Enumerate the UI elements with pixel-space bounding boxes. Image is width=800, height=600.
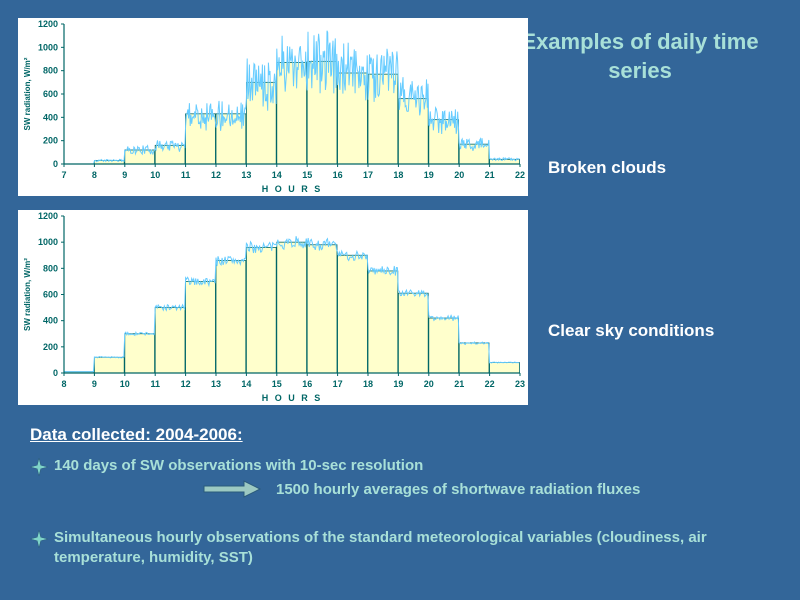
svg-text:1000: 1000 — [38, 237, 58, 247]
svg-text:11: 11 — [181, 170, 191, 180]
svg-text:19: 19 — [424, 170, 434, 180]
svg-text:1200: 1200 — [38, 211, 58, 221]
svg-text:SW radiation, W/m²: SW radiation, W/m² — [23, 57, 32, 130]
svg-text:22: 22 — [515, 170, 525, 180]
svg-text:200: 200 — [43, 136, 58, 146]
svg-text:16: 16 — [333, 170, 343, 180]
svg-text:12: 12 — [181, 379, 191, 389]
svg-text:15: 15 — [272, 379, 282, 389]
svg-text:9: 9 — [122, 170, 127, 180]
svg-text:11: 11 — [150, 379, 160, 389]
svg-text:23: 23 — [515, 379, 525, 389]
section-heading: Data collected: 2004-2006: — [30, 425, 243, 445]
caption-broken-clouds: Broken clouds — [548, 158, 666, 178]
svg-text:H O U R S: H O U R S — [262, 184, 323, 194]
svg-text:7: 7 — [61, 170, 66, 180]
svg-text:15: 15 — [302, 170, 312, 180]
svg-text:8: 8 — [92, 170, 97, 180]
svg-text:14: 14 — [272, 170, 282, 180]
star-icon — [30, 458, 48, 476]
svg-text:21: 21 — [485, 170, 495, 180]
svg-text:400: 400 — [43, 112, 58, 122]
arrow-line: 1500 hourly averages of shortwave radiat… — [200, 478, 640, 500]
svg-text:12: 12 — [211, 170, 221, 180]
svg-text:17: 17 — [333, 379, 343, 389]
svg-text:1000: 1000 — [38, 42, 58, 52]
chart-clear-sky: 0 200 400 600 800 1000 1200 8 9 10 11 12 13 14 15 16 17 1… — [18, 210, 528, 405]
svg-text:17: 17 — [363, 170, 373, 180]
svg-text:10: 10 — [150, 170, 160, 180]
svg-text:600: 600 — [43, 290, 58, 300]
bullet-1-text: 140 days of SW observations with 10-sec … — [54, 456, 423, 476]
bullet-1: 140 days of SW observations with 10-sec … — [30, 456, 423, 476]
slide-title: Examples of daily time series — [520, 28, 760, 85]
svg-text:20: 20 — [454, 170, 464, 180]
svg-text:13: 13 — [241, 170, 251, 180]
svg-text:13: 13 — [211, 379, 221, 389]
svg-text:21: 21 — [454, 379, 464, 389]
svg-text:800: 800 — [43, 66, 58, 76]
svg-text:H O U R S: H O U R S — [262, 393, 323, 403]
arrow-icon — [200, 478, 264, 500]
svg-text:22: 22 — [485, 379, 495, 389]
svg-text:SW radiation, W/m²: SW radiation, W/m² — [23, 258, 32, 331]
star-icon — [30, 530, 48, 548]
svg-text:8: 8 — [61, 379, 66, 389]
chart-broken-clouds: 0 200 400 600 800 1000 1200 7 8 9 10 11 12 13 14 15 16 17… — [18, 18, 528, 196]
svg-text:16: 16 — [302, 379, 312, 389]
svg-text:19: 19 — [393, 379, 403, 389]
bullet-2: Simultaneous hourly observations of the … — [30, 528, 754, 569]
bullet-2-text: Simultaneous hourly observations of the … — [54, 528, 754, 569]
arrow-text: 1500 hourly averages of shortwave radiat… — [276, 481, 640, 498]
svg-text:18: 18 — [363, 379, 373, 389]
svg-text:10: 10 — [120, 379, 130, 389]
caption-clear-sky: Clear sky conditions — [548, 320, 728, 342]
svg-text:0: 0 — [53, 159, 58, 169]
svg-text:400: 400 — [43, 316, 58, 326]
svg-text:14: 14 — [241, 379, 251, 389]
svg-text:18: 18 — [393, 170, 403, 180]
svg-text:0: 0 — [53, 368, 58, 378]
svg-text:9: 9 — [92, 379, 97, 389]
svg-text:800: 800 — [43, 263, 58, 273]
svg-text:200: 200 — [43, 342, 58, 352]
svg-text:20: 20 — [424, 379, 434, 389]
slide-root: Examples of daily time series 0200400600… — [0, 0, 800, 600]
svg-text:600: 600 — [43, 89, 58, 99]
svg-text:1200: 1200 — [38, 19, 58, 29]
